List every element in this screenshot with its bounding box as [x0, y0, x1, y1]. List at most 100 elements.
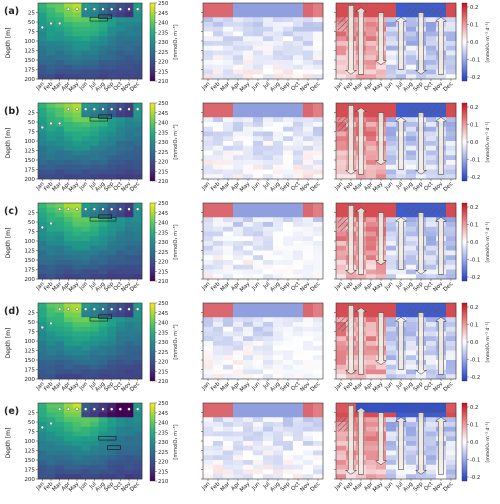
conc-cell: [133, 36, 143, 42]
change-cell: [303, 60, 314, 66]
change-cell: [303, 17, 314, 23]
rate-cell: [426, 312, 437, 318]
rate-colorbar-tick: -0.1: [470, 358, 480, 364]
change-cell: [233, 360, 244, 366]
change-cell: [223, 74, 234, 80]
change-cell: [213, 160, 224, 166]
conc-cell: [72, 364, 82, 370]
conc-cell: [98, 64, 108, 70]
change-cell: [303, 469, 314, 475]
conc-cell: [98, 364, 108, 370]
conc-cell: [133, 31, 143, 37]
change-cell: [213, 250, 224, 256]
rate-cell: [406, 417, 417, 423]
conc-cell: [55, 450, 65, 456]
conc-cell: [133, 336, 143, 342]
conc-cell: [64, 345, 73, 351]
conc-month-tick: Jan: [35, 281, 46, 292]
change-month-tick: Mar: [220, 481, 232, 493]
conc-colorbar-tick: 245: [158, 111, 168, 117]
conc-cell: [124, 364, 134, 370]
mixed-layer-marker: [136, 107, 140, 111]
rate-cell: [336, 60, 347, 66]
concentration-colorbar: [149, 202, 156, 282]
conc-cell: [81, 36, 91, 42]
conc-cell: [72, 355, 82, 361]
conc-cell: [133, 441, 143, 447]
change-cell: [273, 431, 284, 437]
conc-cell: [81, 417, 91, 423]
change-cell: [243, 69, 254, 75]
conc-cell: [46, 317, 56, 323]
rate-month-tick: Nov: [432, 81, 444, 93]
change-cell: [273, 141, 284, 147]
change-cell: [243, 155, 254, 161]
conc-cell: [55, 236, 65, 242]
conc-cell: [107, 341, 117, 347]
conc-cell: [98, 150, 108, 156]
change-cell: [273, 322, 284, 328]
change-cell: [243, 203, 254, 209]
change-cell: [233, 274, 244, 280]
conc-cell: [46, 341, 56, 347]
change-cell: [203, 250, 214, 256]
conc-cell: [107, 441, 117, 447]
change-cell: [213, 155, 224, 161]
conc-cell: [46, 126, 56, 132]
rate-cell: [446, 212, 457, 218]
change-cell: [203, 303, 214, 309]
conc-cell: [64, 464, 73, 470]
conc-cell: [116, 22, 125, 28]
conc-cell: [133, 474, 143, 480]
rate-cell: [386, 141, 397, 147]
rate-month-tick: Jul: [395, 81, 405, 91]
rate-cell: [366, 50, 377, 56]
conc-cell: [90, 117, 99, 123]
rate-cell: [336, 136, 347, 142]
rate-month-tick: Jun: [383, 181, 394, 192]
change-cell: [263, 403, 274, 409]
change-cell: [233, 255, 244, 261]
conc-cell: [133, 431, 143, 437]
change-cell: [253, 250, 264, 256]
change-cell: [263, 336, 274, 342]
change-cell: [233, 469, 244, 475]
rate-cell: [426, 350, 437, 356]
rate-cell: [406, 12, 417, 18]
rate-cell: [376, 264, 387, 270]
conc-cell: [116, 203, 125, 209]
change-cell: [313, 326, 324, 332]
conc-cell: [90, 150, 99, 156]
change-month-tick: Sep: [280, 81, 292, 93]
rate-cell: [436, 474, 447, 480]
conc-cell: [107, 50, 117, 56]
change-cell: [223, 422, 234, 428]
conc-cell: [98, 255, 108, 261]
conc-cell: [90, 336, 99, 342]
mixed-layer-marker: [49, 221, 53, 225]
change-cell: [223, 274, 234, 280]
rate-cell: [426, 241, 437, 247]
rate-cell: [396, 112, 407, 118]
rate-cell: [436, 174, 447, 180]
change-cell: [303, 107, 314, 113]
rate-cell: [446, 17, 457, 23]
change-cell: [273, 336, 284, 342]
change-cell: [273, 341, 284, 347]
change-cell: [283, 226, 294, 232]
rate-cell: [366, 131, 377, 137]
change-cell: [303, 231, 314, 237]
conc-cell: [81, 217, 91, 223]
conc-cell: [55, 350, 65, 356]
rate-cell: [376, 474, 387, 480]
rate-cell: [396, 69, 407, 75]
change-cell: [233, 126, 244, 132]
rate-cell: [346, 174, 357, 180]
conc-cell: [90, 17, 99, 23]
change-cell: [213, 231, 224, 237]
rate-cell: [446, 117, 457, 123]
change-month-tick: Oct: [290, 481, 302, 493]
change-cell: [303, 264, 314, 270]
rate-cell: [376, 107, 387, 113]
